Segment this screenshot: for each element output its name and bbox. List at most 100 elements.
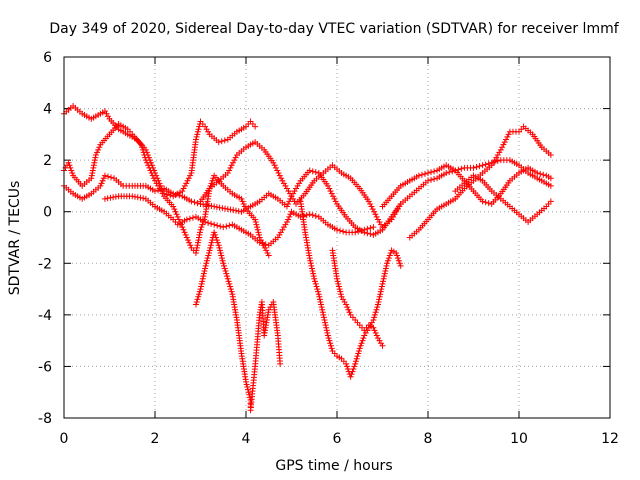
data-point [336, 286, 343, 293]
data-point [317, 298, 324, 305]
data-point [377, 291, 384, 298]
data-point [324, 332, 331, 339]
data-point [90, 164, 97, 171]
data-point [334, 278, 341, 285]
data-point [194, 131, 201, 138]
data-point [310, 273, 317, 280]
data-point [378, 283, 385, 290]
data-point [199, 278, 206, 285]
data-point [500, 141, 507, 148]
data-point [104, 195, 111, 202]
data-point [534, 170, 541, 177]
data-point [307, 257, 314, 264]
data-point [355, 228, 362, 235]
data-point [108, 174, 115, 181]
data-point [227, 206, 234, 213]
y-tick-label: 2 [43, 153, 52, 169]
data-point [92, 154, 99, 161]
data-point [375, 298, 382, 305]
data-point [238, 195, 245, 202]
data-point [213, 204, 220, 211]
data-point [377, 288, 384, 295]
data-point [98, 180, 105, 187]
data-point [188, 198, 195, 205]
data-point [66, 162, 73, 169]
data-point [312, 169, 319, 176]
data-point [222, 205, 229, 212]
x-tick-label: 8 [424, 431, 433, 447]
data-point [455, 166, 462, 173]
data-point [201, 268, 208, 275]
data-point [202, 202, 209, 209]
data-point [458, 165, 465, 172]
data-point [470, 164, 477, 171]
data-point [494, 158, 501, 165]
data-point [134, 194, 141, 201]
data-point [275, 170, 282, 177]
data-point [183, 216, 190, 223]
data-point [67, 164, 74, 171]
data-point [217, 223, 224, 230]
data-point [395, 257, 402, 264]
data-point [476, 163, 483, 170]
tick-labels: 0 2 4 6 8 10 12 -8 -6 -4 -2 0 2 4 6 [38, 50, 619, 447]
data-point [174, 213, 181, 220]
data-point [208, 239, 215, 246]
data-point [504, 133, 511, 140]
data-point [224, 206, 231, 213]
data-point [176, 192, 183, 199]
y-axis-label: SDTVAR / TECUs [7, 181, 23, 296]
data-point [256, 239, 263, 246]
data-point [387, 249, 394, 256]
data-point [256, 231, 262, 238]
data-point [232, 154, 239, 161]
data-point [181, 229, 188, 236]
data-point [364, 225, 371, 232]
data-point [224, 170, 231, 177]
data-point [347, 373, 354, 380]
data-point [286, 213, 293, 220]
data-point [316, 293, 323, 300]
data-point [334, 226, 340, 233]
data-point [547, 175, 554, 182]
plot-frame [63, 56, 611, 419]
data-point [221, 137, 228, 144]
data-point [202, 262, 209, 269]
data-point [142, 154, 149, 161]
data-point [328, 190, 335, 197]
data-point [270, 159, 277, 166]
data-point [252, 123, 259, 130]
data-point [312, 278, 319, 285]
data-point [370, 224, 377, 231]
data-point [373, 332, 380, 339]
data-point [215, 242, 222, 249]
data-point [187, 172, 194, 179]
data-point [327, 342, 334, 349]
data-point [310, 270, 317, 277]
data-point [321, 317, 328, 324]
data-point [186, 215, 193, 222]
data-point [131, 193, 138, 200]
data-point [370, 317, 377, 324]
data-point [371, 208, 378, 215]
data-point [337, 291, 344, 298]
data-point [194, 128, 201, 135]
data-point [227, 283, 234, 290]
data-point [90, 162, 97, 169]
data-point [196, 288, 203, 295]
data-point [195, 234, 202, 241]
data-point [379, 280, 386, 287]
data-point [220, 224, 227, 231]
data-point [265, 252, 272, 259]
data-point [110, 194, 117, 201]
data-point [194, 296, 201, 303]
data-point [346, 309, 353, 316]
data-point [243, 381, 250, 388]
data-point [88, 175, 95, 182]
data-point [327, 340, 334, 347]
data-point [316, 296, 323, 303]
data-point [171, 206, 178, 213]
data-point [547, 198, 554, 205]
data-point [379, 342, 386, 349]
data-point [196, 229, 203, 236]
